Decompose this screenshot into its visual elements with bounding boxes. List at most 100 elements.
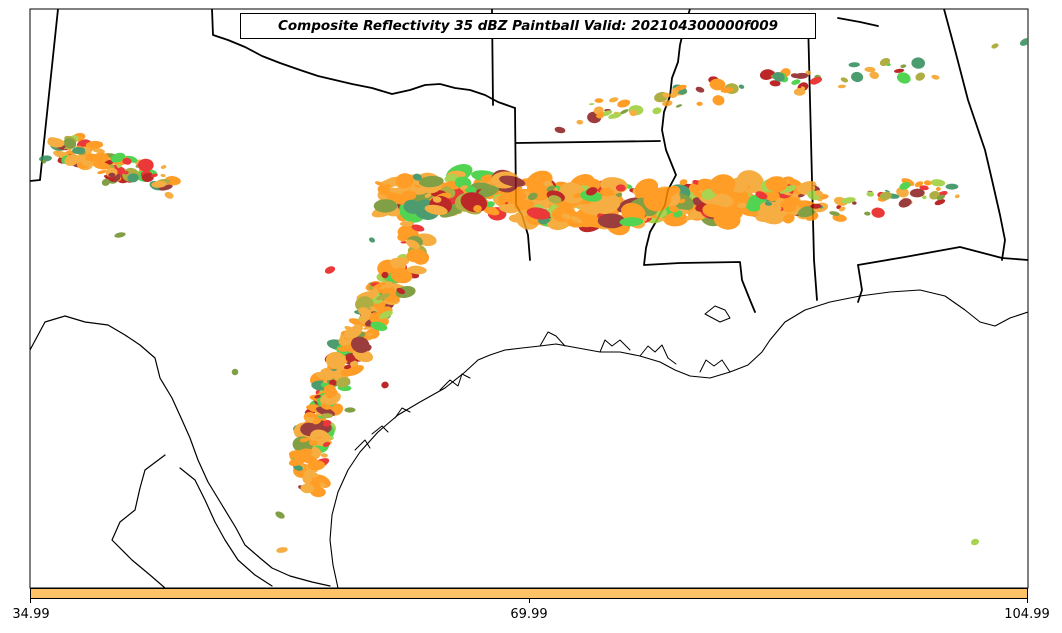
reflectivity-blob (363, 327, 370, 330)
reflectivity-blob (629, 109, 638, 117)
reflectivity-blob (617, 99, 631, 108)
reflectivity-blob (712, 95, 725, 106)
reflectivity-blob (909, 188, 925, 198)
reflectivity-blob (355, 296, 374, 312)
reflectivity-blob (122, 157, 132, 165)
mexico-state-line-2 (179, 467, 273, 587)
reflectivity-blob (368, 237, 376, 243)
reflectivity-blob (896, 186, 909, 198)
reflectivity-blob (381, 289, 400, 303)
reflectivity-blob (116, 164, 122, 168)
colorbar-tick-label-mid: 69.99 (510, 607, 548, 622)
reflectivity-blob (991, 43, 999, 49)
reflectivity-blob (779, 185, 797, 194)
reflectivity-blob (838, 206, 846, 212)
reflectivity-blob (600, 110, 613, 117)
reflectivity-blob (151, 173, 158, 178)
reflectivity-blob (919, 185, 929, 191)
reflectivity-blob (841, 197, 856, 204)
reflectivity-blob (407, 265, 427, 275)
reflectivity-blob (345, 365, 364, 377)
state-boundary-top-right (837, 17, 879, 27)
reflectivity-blob (848, 62, 860, 68)
reflectivity-blob (276, 547, 288, 553)
reflectivity-blob (679, 179, 688, 186)
reflectivity-blob (108, 172, 116, 178)
reflectivity-blob (714, 193, 734, 208)
reflectivity-blob (104, 174, 117, 182)
reflectivity-blob (609, 97, 619, 103)
reflectivity-blob (478, 185, 500, 198)
reflectivity-blob (662, 92, 670, 98)
reflectivity-blob (464, 185, 477, 194)
reflectivity-blob (1019, 38, 1028, 46)
reflectivity-blob (570, 216, 583, 224)
reflectivity-blob (900, 64, 907, 68)
reflectivity-blob (376, 293, 391, 301)
reflectivity-blob (914, 181, 924, 187)
reflectivity-blob (370, 321, 388, 332)
reflectivity-blob (709, 78, 726, 91)
gulf-coastline (329, 289, 1028, 588)
paintball-reflectivity (39, 38, 1028, 553)
reflectivity-blob (810, 203, 822, 209)
reflectivity-blob (345, 354, 355, 363)
reflectivity-blob (313, 476, 324, 484)
reflectivity-blob (231, 368, 239, 376)
reflectivity-blob (137, 158, 154, 172)
reflectivity-blob (693, 191, 703, 198)
reflectivity-blob (852, 201, 857, 205)
reflectivity-blob (615, 184, 626, 192)
reflectivity-blob (160, 165, 167, 169)
reflectivity-blob (381, 271, 389, 279)
reflectivity-blob (643, 188, 672, 212)
reflectivity-blob (837, 84, 847, 89)
reflectivity-blob (374, 181, 384, 186)
reflectivity-blob (585, 187, 598, 196)
reflectivity-blob (499, 175, 526, 187)
reflectivity-blob (896, 72, 911, 84)
reflectivity-blob (47, 137, 65, 148)
reflectivity-blob (373, 199, 398, 213)
reflectivity-blob (329, 379, 337, 386)
reflectivity-blob (738, 84, 745, 89)
reflectivity-blob (403, 199, 422, 214)
reflectivity-blob (350, 336, 370, 354)
reflectivity-blob (114, 232, 126, 238)
reflectivity-blob (554, 126, 566, 134)
reflectivity-blob (779, 198, 800, 209)
reflectivity-blob (864, 66, 876, 73)
reflectivity-blob (514, 212, 525, 220)
reflectivity-blob (396, 287, 406, 295)
reflectivity-blob (594, 98, 604, 103)
reflectivity-blob (736, 202, 747, 209)
reflectivity-blob (444, 174, 459, 183)
state-boundary-ar-la (515, 140, 661, 144)
colorbar (30, 588, 1028, 599)
reflectivity-blob (299, 437, 309, 443)
reflectivity-blob (764, 201, 773, 206)
reflectivity-blob (970, 538, 980, 546)
reflectivity-blob (765, 176, 788, 193)
reflectivity-blob (339, 345, 349, 352)
reflectivity-blob (894, 68, 905, 73)
reflectivity-blob (418, 175, 444, 188)
reflectivity-blob (619, 109, 629, 115)
map-title: Composite Reflectivity 35 dBZ Paintball … (240, 13, 816, 39)
reflectivity-blob (793, 87, 806, 96)
reflectivity-blob (473, 204, 482, 213)
reflectivity-blob (720, 87, 734, 93)
reflectivity-blob (701, 188, 716, 200)
reflectivity-blob (546, 185, 556, 192)
reflectivity-blob (378, 310, 393, 319)
reflectivity-blob (866, 191, 875, 197)
reflectivity-blob (769, 80, 781, 87)
reflectivity-blob (864, 211, 871, 216)
reflectivity-blob (935, 186, 941, 192)
reflectivity-blob (608, 112, 622, 119)
reflectivity-blob (373, 282, 385, 289)
reflectivity-blob (692, 179, 700, 185)
reflectivity-blob (652, 107, 662, 115)
reflectivity-blob (322, 420, 332, 427)
